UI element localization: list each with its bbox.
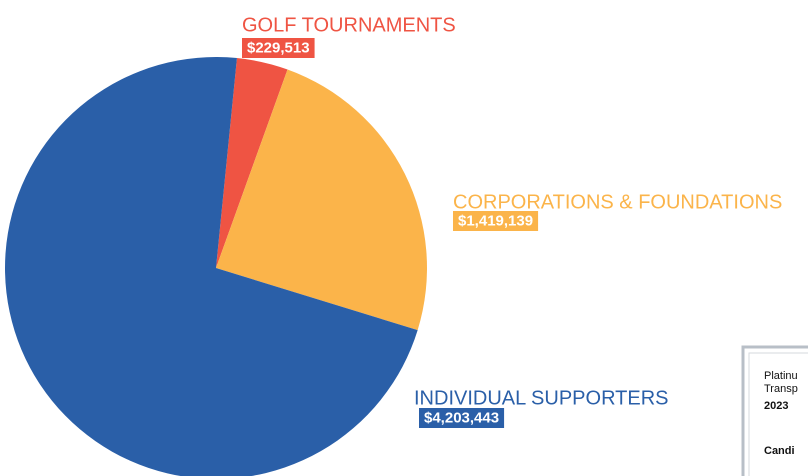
pie-slice [216,58,288,268]
value-label-box [453,211,539,231]
badge-text: 2023 [764,400,788,412]
value-label-box [242,38,315,58]
slice-label: CORPORATIONS & FOUNDATIONS [453,191,782,213]
value-label: $229,513 [247,39,310,56]
value-label-box [419,408,505,428]
value-label: $1,419,139 [458,212,533,229]
badge-inner [748,352,808,476]
badge-text: Platinu [764,370,798,382]
badge-text: Transp [764,383,798,395]
slice-label: GOLF TOURNAMENTS [242,14,456,36]
pie-slice [216,69,428,331]
slice-label: INDIVIDUAL SUPPORTERS [414,387,669,409]
value-label: $4,203,443 [424,409,499,426]
badge-text: Candi [764,445,795,457]
pie-slice [5,57,418,476]
